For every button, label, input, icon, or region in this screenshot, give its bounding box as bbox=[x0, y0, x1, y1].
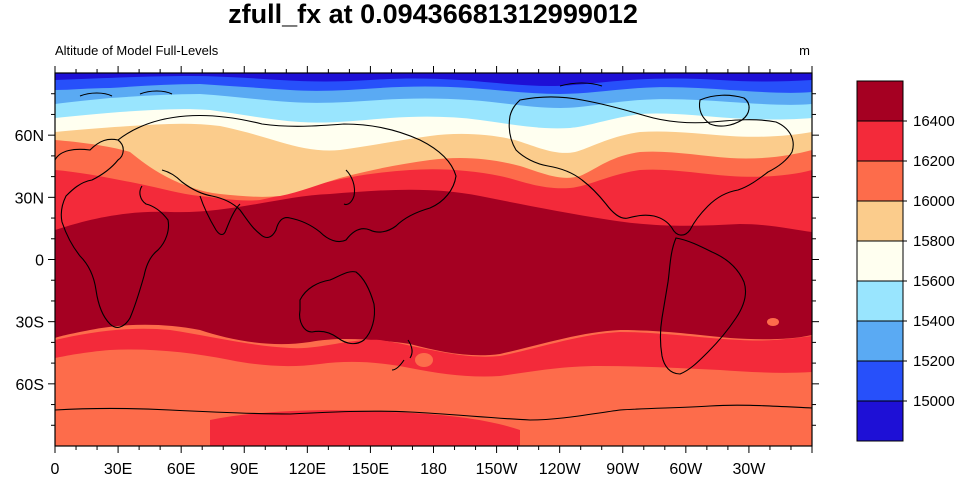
contour-islet-16200-b bbox=[767, 318, 779, 326]
colorbar-swatch bbox=[856, 160, 904, 202]
contour-tropical-16400 bbox=[55, 189, 812, 356]
coastline-greenland bbox=[698, 94, 750, 127]
units-label: m bbox=[799, 43, 810, 58]
coastline-australia bbox=[299, 271, 376, 345]
colorbar-swatch bbox=[856, 80, 904, 122]
lon-tick-label: 120W bbox=[539, 461, 582, 478]
lat-tick-label: 60S bbox=[16, 377, 44, 394]
contour-antarctic-16200 bbox=[210, 410, 520, 446]
latitude-ticks: 60N 30N 0 30S 60S bbox=[15, 93, 819, 426]
lon-tick-label: 60W bbox=[669, 461, 703, 478]
colorbar-label: 16200 bbox=[913, 153, 955, 170]
colorbar-label: 16000 bbox=[913, 193, 955, 210]
coastline-japan bbox=[343, 169, 356, 206]
coastlines bbox=[55, 82, 812, 421]
colorbar-label: 15000 bbox=[913, 393, 955, 410]
colorbar-label: 15200 bbox=[913, 353, 955, 370]
lon-tick-label: 150E bbox=[352, 461, 389, 478]
colorbar-swatch bbox=[856, 360, 904, 402]
variable-long-name: Altitude of Model Full-Levels bbox=[55, 43, 219, 58]
colorbar-label: 15800 bbox=[913, 233, 955, 250]
contour-islet-16000-a bbox=[415, 353, 433, 367]
lat-tick-label: 30S bbox=[16, 315, 44, 332]
lon-tick-label: 90W bbox=[606, 461, 640, 478]
colorbar-label: 15400 bbox=[913, 313, 955, 330]
lat-tick-label: 30N bbox=[15, 190, 44, 207]
map-title: zfull_fx at 0.09436681312999012 bbox=[228, 0, 638, 29]
colorbar-label: 15600 bbox=[913, 273, 955, 290]
coastline-new-zealand bbox=[391, 339, 413, 371]
coastline-antarctica bbox=[55, 404, 812, 421]
lon-tick-label: 180 bbox=[420, 461, 447, 478]
lat-tick-label: 60N bbox=[15, 128, 44, 145]
colorbar-swatch bbox=[856, 120, 904, 162]
contour-north-below-15000 bbox=[55, 73, 812, 86]
coastline-asia bbox=[117, 114, 457, 243]
coastline-arctic-islands bbox=[79, 82, 603, 97]
lon-tick-label: 0 bbox=[51, 461, 60, 478]
lon-tick-label: 60E bbox=[167, 461, 195, 478]
colorbar-swatch bbox=[856, 280, 904, 322]
lat-tick-label: 0 bbox=[35, 253, 44, 270]
lon-tick-label: 90E bbox=[230, 461, 258, 478]
colorbar-swatch bbox=[856, 240, 904, 282]
colorbar-swatch bbox=[856, 320, 904, 362]
colorbar-swatch bbox=[856, 200, 904, 242]
lon-tick-label: 30W bbox=[732, 461, 766, 478]
lon-tick-label: 120E bbox=[289, 461, 326, 478]
map-panel bbox=[55, 73, 812, 446]
contour-south-16200 bbox=[55, 328, 812, 377]
colorbar-swatch bbox=[856, 400, 904, 442]
colorbar-label: 16400 bbox=[913, 113, 955, 130]
colorbar: 16400 16200 16000 15800 15600 15400 15200 15000 bbox=[856, 80, 955, 442]
coastline-europe-africa bbox=[55, 138, 170, 328]
coastline-south-america bbox=[659, 237, 747, 375]
lon-tick-label: 150W bbox=[476, 461, 519, 478]
coastline-india bbox=[199, 195, 241, 236]
longitude-ticks: 0 30E 60E 90E 120E 150E 180 150W 120W 90W 60W 30W bbox=[51, 66, 813, 478]
lon-tick-label: 30E bbox=[104, 461, 132, 478]
